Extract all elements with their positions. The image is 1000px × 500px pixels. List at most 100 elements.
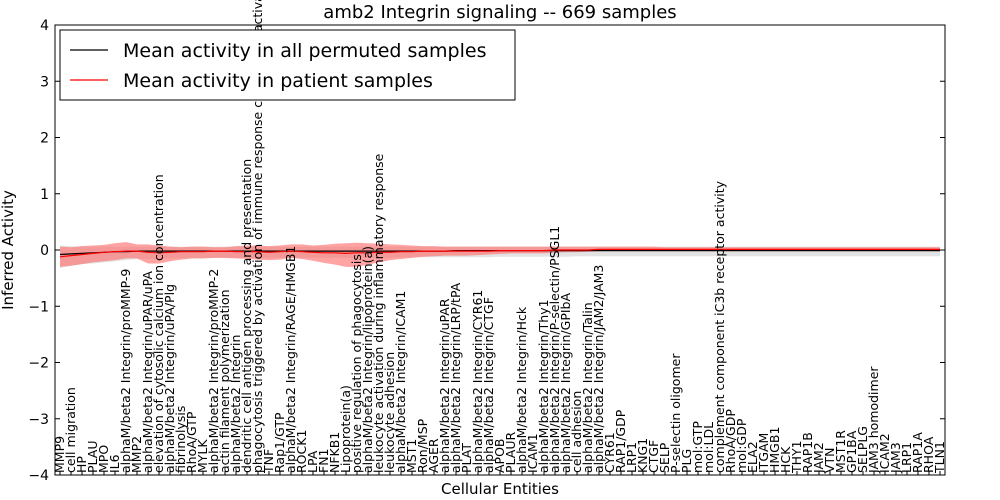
- entity-label: ICAM2: [877, 433, 892, 473]
- entity-label: phagocytosis triggered by activation of …: [250, 0, 265, 473]
- entity-label: GP1BA: [844, 430, 859, 473]
- y-tick-label: 2: [40, 131, 49, 147]
- entity-label: Rap1/GTP: [272, 412, 287, 473]
- entity-label: KNG1: [635, 438, 650, 473]
- y-tick-label: 1: [40, 187, 49, 203]
- entity-label: alphaM/beta2 Integrin/lipoprotein(a): [360, 246, 375, 473]
- entity-label: VTN: [822, 447, 837, 473]
- entity-label: MST1R: [833, 430, 848, 473]
- y-axis-title: Inferred Activity: [0, 190, 17, 310]
- entity-label: JAM3 homodimer: [866, 366, 881, 474]
- entity-label: PLAUR: [503, 432, 518, 473]
- entity-label: mol:LDL: [701, 422, 716, 473]
- entity-label: alphaM/beta2 Integrin/P-selectin/PSGL1: [547, 226, 562, 473]
- entity-label: AGER: [426, 438, 441, 473]
- y-tick-label: 0: [40, 243, 49, 259]
- entity-label: RhoA/GTP: [184, 411, 199, 473]
- entity-label: LRP1: [624, 442, 639, 473]
- entity-label: leukocyte activation during inflammatory…: [371, 153, 386, 473]
- entity-label: CTGF: [646, 440, 661, 473]
- y-tick-label: −1: [28, 299, 49, 315]
- entity-label: alphaM/beta2 Integrin/uPAR: [437, 298, 452, 473]
- entity-label: SELPLG: [855, 426, 870, 473]
- y-tick-label: −4: [28, 468, 49, 484]
- entity-label: LPA: [305, 450, 320, 473]
- entity-label: alphaM/beta2 Integrin/uPA/Plg: [162, 284, 177, 473]
- entity-label: RAP1B: [800, 432, 815, 473]
- entity-label: FN1: [316, 449, 331, 474]
- entity-label: ROCK1: [294, 430, 309, 473]
- entity-label: positive regulation of phagocytosis: [349, 254, 364, 473]
- entity-label: RAP1/GDP: [613, 409, 628, 473]
- plot-frame: [54, 24, 946, 476]
- entity-label: IL6: [107, 454, 122, 473]
- entity-label: mol:GDP: [734, 418, 749, 473]
- entity-label: JAM3: [888, 442, 903, 474]
- entity-label: alphaM/beta2 Integrin/CYR61: [470, 290, 485, 473]
- entity-label: alphaM/beta2 Integrin/uPAR/uPA: [140, 271, 155, 473]
- entity-label: elevation of cytosolic calcium ion conce…: [151, 174, 166, 473]
- entity-label: P-selectin oligomer: [668, 353, 683, 473]
- legend-box: [59, 29, 516, 101]
- entity-label: alphaM/beta2 Integrin/proMMP-2: [206, 269, 221, 473]
- entity-label: alphaM/beta2 Integrin/GPIbA: [558, 293, 573, 473]
- entity-label: ITGAM: [756, 433, 771, 473]
- entity-label: HP: [74, 456, 89, 473]
- entity-label: alphaM/beta2 Integrin/ICAM1: [393, 291, 408, 473]
- entity-label: MST1: [404, 439, 419, 473]
- entity-label: alphaM/beta2 Integrin/LRP/tPA: [448, 282, 463, 473]
- entity-label: MYLK: [195, 439, 210, 473]
- entity-label: alphaM/beta2 Integrin/Hck: [514, 306, 529, 473]
- line-patient: [59, 248, 940, 258]
- entity-label: complement component iC3b receptor activ…: [712, 180, 727, 473]
- entity-label: TLN1: [932, 441, 947, 474]
- entity-label: RHOA: [921, 436, 936, 473]
- entity-label: alphaM/beta2 Integrin/Thy1: [536, 299, 551, 473]
- entity-label: LRP1: [899, 442, 914, 473]
- entity-label: NFKB1: [327, 432, 342, 473]
- entity-label: THY1: [789, 440, 804, 474]
- band-patient: [60, 242, 940, 267]
- y-tick-label: 4: [40, 18, 49, 34]
- entity-label: PLAU: [85, 441, 100, 474]
- entity-label: leukocyte adhesion: [382, 352, 397, 473]
- entity-label: RAP1A: [910, 432, 925, 473]
- entity-label: Lipoprotein(a): [338, 385, 353, 473]
- entity-label: alphaM/beta2 Integrin/JAM2/JAM3: [591, 265, 606, 473]
- entity-label: HMGB1: [767, 427, 782, 473]
- entity-label: PLG: [679, 449, 694, 473]
- entity-label: cell migration: [63, 387, 78, 473]
- y-tick-label: 3: [40, 74, 49, 90]
- entity-label: alphaM/beta2 Integrin/Talin: [580, 302, 595, 473]
- entity-label: MPO: [96, 445, 111, 473]
- entity-label: alphaM/beta2 Integrin: [228, 335, 243, 473]
- x-axis-title: Cellular Entities: [441, 480, 559, 498]
- entity-label: alphaM/beta2 Integrin/CTGF: [481, 297, 496, 473]
- entity-label: dendritic cell antigen processing and pr…: [239, 159, 254, 473]
- entity-label: alphaM/beta2 Integrin/RAGE/HMGB1: [283, 246, 298, 473]
- entity-label: ICAM1: [525, 433, 540, 473]
- entity-label: APOB: [492, 438, 507, 473]
- entity-label: alphaM/beta2 Integrin/proMMP-9: [118, 269, 133, 473]
- confidence-bands: [60, 242, 940, 268]
- entity-label: actin filament polymerization: [217, 289, 232, 473]
- entity-label: TNF: [261, 449, 276, 474]
- chart-title: amb2 Integrin signaling -- 669 samples: [323, 2, 676, 23]
- entity-label: Ron/MSP: [415, 418, 430, 473]
- entity-label: MMP9: [52, 436, 67, 473]
- entity-label: mol:GTP: [690, 421, 705, 473]
- entity-label: RhoA/GDP: [723, 409, 738, 473]
- legend-label-patient: Mean activity in patient samples: [123, 70, 433, 92]
- entity-label: JAM2: [811, 442, 826, 474]
- entity-label: HCK: [778, 446, 793, 473]
- legend-label-permuted: Mean activity in all permuted samples: [123, 40, 486, 62]
- entity-label: MMP2: [129, 436, 144, 473]
- y-tick-label: −3: [28, 412, 49, 428]
- entity-label: ELA2: [745, 441, 760, 473]
- y-axis-ticks: −4 −3 −2 −1 0 1 2 3 4: [28, 18, 945, 484]
- entity-label: cell adhesion: [569, 391, 584, 473]
- entity-label: PLAT: [459, 443, 474, 473]
- entity-label: CYR61: [602, 432, 617, 473]
